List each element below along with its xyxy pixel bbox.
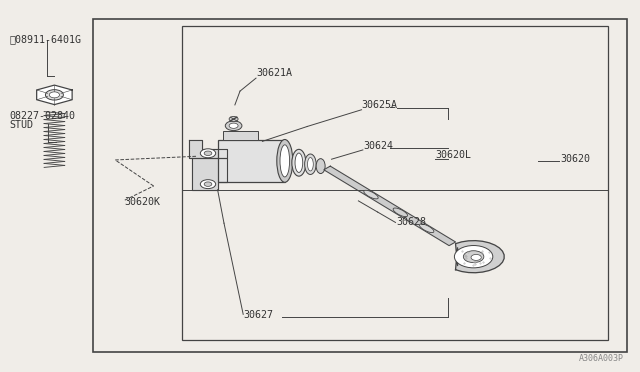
Bar [93,19,627,352]
Text: ⓝ08911-6401G: ⓝ08911-6401G [10,34,82,44]
Ellipse shape [308,158,314,171]
Text: 08227-02840: 08227-02840 [10,111,76,121]
Polygon shape [456,241,504,273]
Polygon shape [36,85,72,105]
Ellipse shape [364,190,378,199]
Circle shape [229,116,238,122]
Ellipse shape [280,145,290,177]
Bar [223,131,258,140]
Ellipse shape [316,158,325,173]
Bar [182,26,608,340]
Circle shape [45,90,63,100]
Ellipse shape [292,150,306,176]
Text: 30628: 30628 [397,217,427,227]
Polygon shape [192,158,227,190]
Ellipse shape [419,224,434,232]
Circle shape [204,151,212,155]
Circle shape [471,254,481,260]
Text: 30620: 30620 [560,154,590,164]
Circle shape [204,182,212,186]
Text: 30621A: 30621A [256,68,292,78]
Ellipse shape [393,208,408,217]
Text: 30624: 30624 [363,141,393,151]
Circle shape [463,251,484,263]
Text: A306A003P: A306A003P [579,354,624,363]
Circle shape [229,123,238,128]
Circle shape [454,246,493,268]
Text: 30620L: 30620L [435,150,471,160]
Circle shape [200,149,216,158]
Text: 30627: 30627 [243,310,273,320]
Ellipse shape [295,153,303,173]
Ellipse shape [305,154,316,174]
Circle shape [225,121,242,131]
Bar [218,140,285,182]
Polygon shape [189,140,227,158]
Text: 30625A: 30625A [362,100,397,110]
Circle shape [49,92,60,98]
Circle shape [200,180,216,189]
Ellipse shape [277,140,293,182]
Text: 30620K: 30620K [125,196,161,206]
Polygon shape [324,166,456,246]
Text: STUD: STUD [10,120,34,130]
